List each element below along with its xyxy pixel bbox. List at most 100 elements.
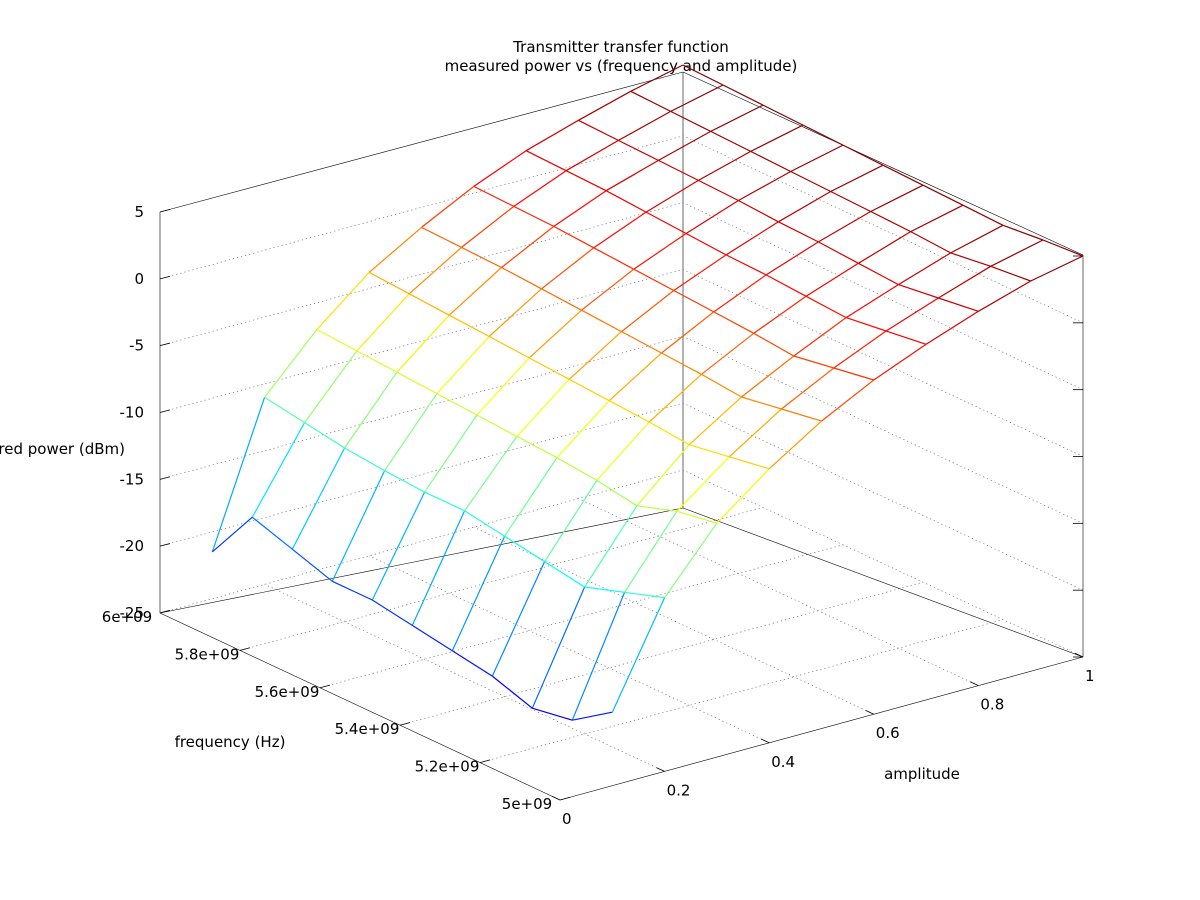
surface-segment-frequency — [885, 330, 927, 345]
surface-segment-amplitude — [411, 510, 466, 626]
surface-segment-amplitude — [781, 367, 835, 410]
surface-segment-amplitude — [593, 211, 647, 249]
surface-segment-frequency — [516, 435, 558, 459]
surface-segment-frequency — [741, 396, 782, 410]
surface-segment-amplitude — [990, 239, 1044, 267]
z-tick-left — [159, 409, 171, 413]
surface-segment-amplitude — [658, 130, 711, 161]
surface-segment-frequency — [818, 241, 859, 264]
amplitude-tick — [656, 767, 665, 772]
surface-segment-frequency — [922, 184, 964, 206]
surface-segment-amplitude — [790, 144, 844, 173]
surface-segment-frequency — [701, 373, 742, 398]
surface-segment-frequency — [608, 400, 650, 423]
surface-segment-amplitude — [331, 470, 386, 582]
surface-segment-frequency — [488, 335, 530, 359]
surface-segment-frequency — [356, 350, 398, 373]
surface-segment-amplitude — [448, 267, 502, 316]
axis-ticks — [159, 209, 1084, 801]
surface-segment-amplitude — [698, 150, 751, 181]
surface-segment-frequency — [451, 650, 493, 677]
surface-segment-amplitude — [304, 350, 358, 423]
surface-segment-amplitude — [685, 199, 739, 235]
amplitude-tick-label: 0.4 — [771, 753, 795, 771]
surface-segment-amplitude — [473, 150, 527, 187]
surface-segment-frequency — [371, 599, 413, 626]
surface-segment-amplitude — [596, 421, 650, 481]
surface-segment-amplitude — [910, 204, 964, 233]
surface-segment-frequency — [584, 586, 625, 593]
surface-segment-amplitude — [476, 357, 530, 416]
surface-segment-frequency — [793, 355, 834, 369]
surface-segment-amplitude — [830, 164, 884, 193]
surface-segment-frequency — [765, 274, 807, 297]
surface-segment-amplitude — [516, 378, 570, 437]
z-tick-left — [159, 476, 171, 480]
surface-segment-frequency — [722, 84, 764, 106]
surface-segment-amplitude — [648, 373, 702, 423]
surface-segment-frequency — [778, 221, 819, 243]
back-wall-top-right-edge — [682, 71, 1084, 256]
surface-segment-amplitude — [618, 110, 671, 141]
surface-segment-frequency — [541, 288, 582, 311]
surface-segment-frequency — [211, 516, 253, 553]
surface-segment-frequency — [630, 90, 671, 112]
surface-segment-amplitude — [464, 436, 518, 512]
grid-line-frequency — [479, 619, 1004, 763]
surface-segment-frequency — [729, 456, 770, 470]
amplitude-tick — [551, 795, 561, 801]
surface-segment-amplitude — [488, 288, 542, 337]
z-tick-label: 0 — [134, 270, 144, 288]
surface-segment-amplitude — [630, 64, 684, 92]
surface-segment-frequency — [368, 271, 410, 295]
surface-segment-amplitude — [556, 400, 610, 459]
surface-segment-amplitude — [645, 179, 699, 213]
frequency-tick — [159, 609, 171, 614]
frequency-tick — [319, 684, 331, 689]
surface-segment-amplitude — [621, 290, 675, 333]
surface-segment-amplitude — [725, 221, 779, 256]
z-tick-left — [159, 543, 171, 547]
amplitude-tick — [761, 738, 770, 744]
grid-line-z — [159, 135, 1084, 324]
surface-segment-amplitude — [531, 586, 586, 709]
surface-segment-frequency — [1042, 239, 1084, 257]
surface-segment-frequency — [738, 199, 779, 223]
surface-segment-amplitude — [424, 414, 478, 493]
surface-segment-frequency — [645, 211, 687, 235]
surface-segment-amplitude — [950, 224, 1004, 254]
surface-segment-amplitude — [778, 190, 832, 223]
surface-segment-frequency — [581, 309, 622, 333]
plot-box — [159, 71, 1084, 801]
surface-segment-frequency — [910, 231, 951, 254]
surface-segment-amplitude — [728, 408, 782, 458]
surface-segment-amplitude — [356, 293, 410, 352]
surface-segment-amplitude — [344, 371, 398, 449]
surface-segment-amplitude — [938, 265, 992, 299]
surface-segment-frequency — [658, 159, 699, 181]
surface-segment-frequency — [461, 246, 502, 269]
surface-segment-amplitude — [491, 561, 546, 677]
amplitude-axis-line — [559, 656, 1084, 801]
chart-subtitle: measured power vs (frequency and amplitu… — [445, 57, 798, 75]
surface-segment-frequency — [698, 179, 739, 202]
surface-segment-frequency — [682, 64, 724, 86]
surface-segment-amplitude — [528, 309, 582, 359]
surface-segment-amplitude — [716, 468, 770, 524]
surface-segment-frequency — [501, 266, 542, 290]
grid-line-z — [159, 336, 1084, 524]
grid-line-z — [159, 202, 1084, 390]
surface-segment-amplitude — [504, 457, 558, 537]
surface-segment-amplitude — [633, 233, 687, 270]
surface-segment-amplitude — [870, 184, 924, 213]
surface-segment-frequency — [938, 297, 979, 312]
surface-segment-frequency — [750, 150, 791, 173]
frequency-tick — [479, 759, 491, 763]
frequency-tick-label: 5.4e+09 — [335, 720, 400, 738]
surface-segment-amplitude — [873, 343, 927, 381]
surface-segment-amplitude — [211, 397, 266, 553]
surface-segment-frequency — [624, 591, 665, 599]
surface-segment-amplitude — [396, 314, 450, 373]
surface-segment-amplitude — [768, 420, 822, 470]
surface-segment-amplitude — [553, 190, 607, 227]
